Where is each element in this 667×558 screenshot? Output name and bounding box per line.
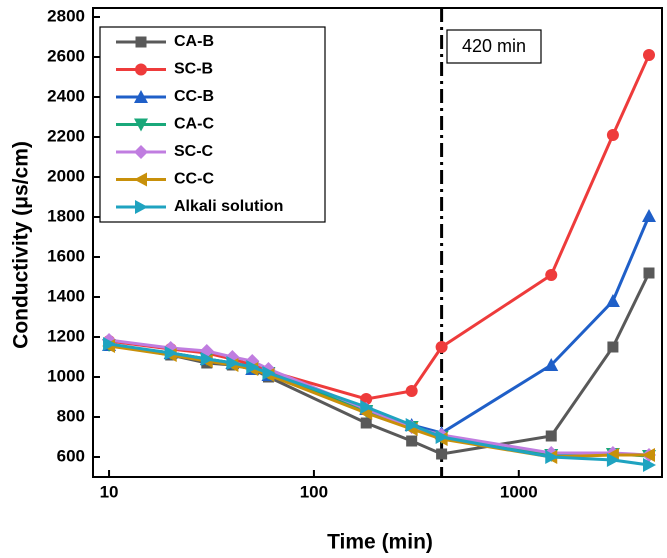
marker bbox=[436, 448, 448, 460]
y-tick-label: 1400 bbox=[47, 286, 85, 305]
y-axis-title: Conductivity (μs/cm) bbox=[10, 141, 33, 349]
y-tick-label: 1800 bbox=[47, 206, 85, 225]
legend-marker bbox=[135, 63, 147, 76]
y-tick-label: 2200 bbox=[47, 126, 85, 145]
marker bbox=[641, 448, 655, 462]
series-line bbox=[108, 343, 650, 458]
legend-label: CC-B bbox=[174, 88, 214, 105]
marker bbox=[103, 337, 117, 351]
y-tick-label: 600 bbox=[57, 446, 85, 465]
marker bbox=[641, 209, 656, 222]
series-line bbox=[108, 342, 650, 467]
legend-marker bbox=[134, 118, 148, 132]
marker bbox=[406, 435, 418, 447]
marker bbox=[642, 49, 655, 61]
marker bbox=[545, 269, 558, 281]
annotation-box bbox=[446, 29, 542, 64]
x-tick-label: 100 bbox=[300, 482, 328, 501]
marker bbox=[226, 356, 240, 370]
marker bbox=[360, 417, 372, 429]
series-line bbox=[108, 215, 651, 435]
y-tick-label: 1200 bbox=[47, 326, 85, 345]
marker bbox=[246, 360, 260, 374]
y-tick-label: 2400 bbox=[47, 86, 85, 105]
marker bbox=[405, 418, 419, 432]
marker bbox=[435, 341, 448, 353]
plot-frame bbox=[92, 7, 663, 478]
x-tick-label: 10 bbox=[100, 482, 119, 501]
legend-label: CA-C bbox=[174, 116, 214, 133]
legend-marker bbox=[135, 36, 147, 48]
legend-label: CA-B bbox=[174, 33, 214, 50]
legend-label: SC-C bbox=[174, 143, 214, 160]
series-line bbox=[108, 272, 651, 456]
y-tick-label: 1000 bbox=[47, 366, 85, 385]
marker bbox=[643, 267, 655, 279]
marker bbox=[545, 450, 559, 464]
marker bbox=[642, 458, 656, 472]
legend-marker bbox=[135, 200, 148, 214]
legend-marker bbox=[134, 172, 147, 187]
marker bbox=[360, 400, 374, 414]
legend-marker bbox=[134, 145, 148, 159]
marker bbox=[607, 341, 619, 353]
series-line bbox=[108, 344, 649, 459]
marker bbox=[262, 366, 276, 380]
legend-label: CC-C bbox=[174, 171, 214, 188]
legend-label: Alkali solution bbox=[174, 198, 283, 215]
marker bbox=[544, 358, 559, 371]
marker bbox=[606, 129, 619, 141]
marker bbox=[605, 294, 620, 307]
marker bbox=[164, 346, 178, 360]
x-axis-title: Time (min) bbox=[327, 531, 433, 554]
legend-marker bbox=[134, 90, 148, 103]
marker bbox=[545, 430, 557, 442]
y-tick-label: 800 bbox=[57, 406, 85, 425]
y-tick-label: 1600 bbox=[47, 246, 85, 265]
marker bbox=[405, 385, 418, 397]
marker bbox=[435, 430, 449, 444]
series-line bbox=[108, 54, 651, 401]
legend-label: SC-B bbox=[174, 61, 213, 78]
x-tick-label: 1000 bbox=[500, 482, 538, 501]
y-tick-label: 2000 bbox=[47, 166, 85, 185]
y-tick-label: 2800 bbox=[47, 6, 85, 25]
marker bbox=[606, 453, 620, 467]
annotation: 420 min bbox=[462, 36, 526, 56]
y-tick-label: 2600 bbox=[47, 46, 85, 65]
marker bbox=[200, 352, 214, 366]
